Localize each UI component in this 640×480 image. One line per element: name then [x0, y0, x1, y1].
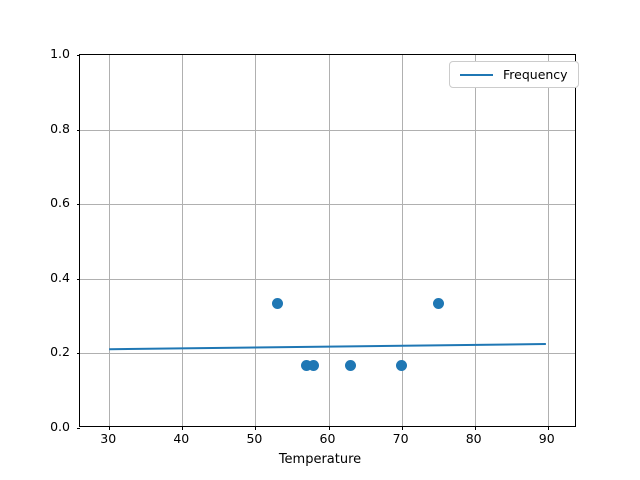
legend-line-swatch: [460, 73, 493, 76]
tick-label-x: 90: [538, 431, 555, 446]
tick-mark-y: [76, 278, 80, 280]
trend-line-path: [109, 343, 546, 351]
tick-label-x: 30: [100, 431, 117, 446]
gridline-x: [328, 55, 330, 426]
tick-mark-x: [474, 426, 476, 430]
tick-mark-x: [109, 426, 111, 430]
gridline-x: [547, 55, 549, 426]
tick-label-x: 80: [465, 431, 482, 446]
gridline-x: [182, 55, 184, 426]
gridline-y: [80, 204, 575, 206]
plot-area: Frequency: [76, 54, 579, 430]
gridline-y: [80, 278, 575, 280]
tick-mark-y: [76, 55, 80, 56]
frequency-trend-line: [109, 343, 546, 351]
scatter-point: [301, 360, 313, 372]
tick-label-x: 50: [246, 431, 263, 446]
tick-label-y: 0.2: [50, 344, 70, 360]
tick-mark-y: [76, 428, 80, 429]
gridline-x: [474, 55, 476, 426]
tick-mark-y: [76, 353, 80, 355]
x-axis-label: Temperature: [278, 452, 362, 467]
scatter-point: [271, 298, 283, 310]
tick-mark-x: [547, 426, 549, 430]
legend-entry-label: Frequency: [503, 67, 568, 82]
data-layer: [80, 55, 575, 426]
tick-label-y: 0.4: [50, 269, 70, 285]
tick-label-y: 0.0: [50, 419, 70, 434]
tick-label-y: 1.0: [50, 46, 70, 61]
tick-label-y: 0.8: [50, 120, 70, 136]
chart-legend: Frequency: [449, 61, 579, 88]
scatter-point: [308, 360, 320, 372]
tick-label-x: 60: [319, 431, 336, 446]
tick-mark-y: [76, 204, 80, 206]
scatter-point: [432, 298, 444, 310]
tick-mark-y: [76, 129, 80, 131]
tick-label-x: 40: [173, 431, 190, 446]
scatter-point: [396, 360, 408, 372]
tick-mark-x: [255, 426, 257, 430]
gridline-x: [255, 55, 257, 426]
tick-mark-x: [182, 426, 184, 430]
tick-mark-x: [401, 426, 403, 430]
tick-mark-x: [328, 426, 330, 430]
gridline-y: [80, 129, 575, 131]
gridline-x: [109, 55, 111, 426]
tick-label-y: 0.6: [50, 195, 70, 211]
gridline-y: [80, 353, 575, 355]
scatter-point: [344, 360, 356, 372]
gridline-x: [401, 55, 403, 426]
tick-label-x: 70: [392, 431, 409, 446]
